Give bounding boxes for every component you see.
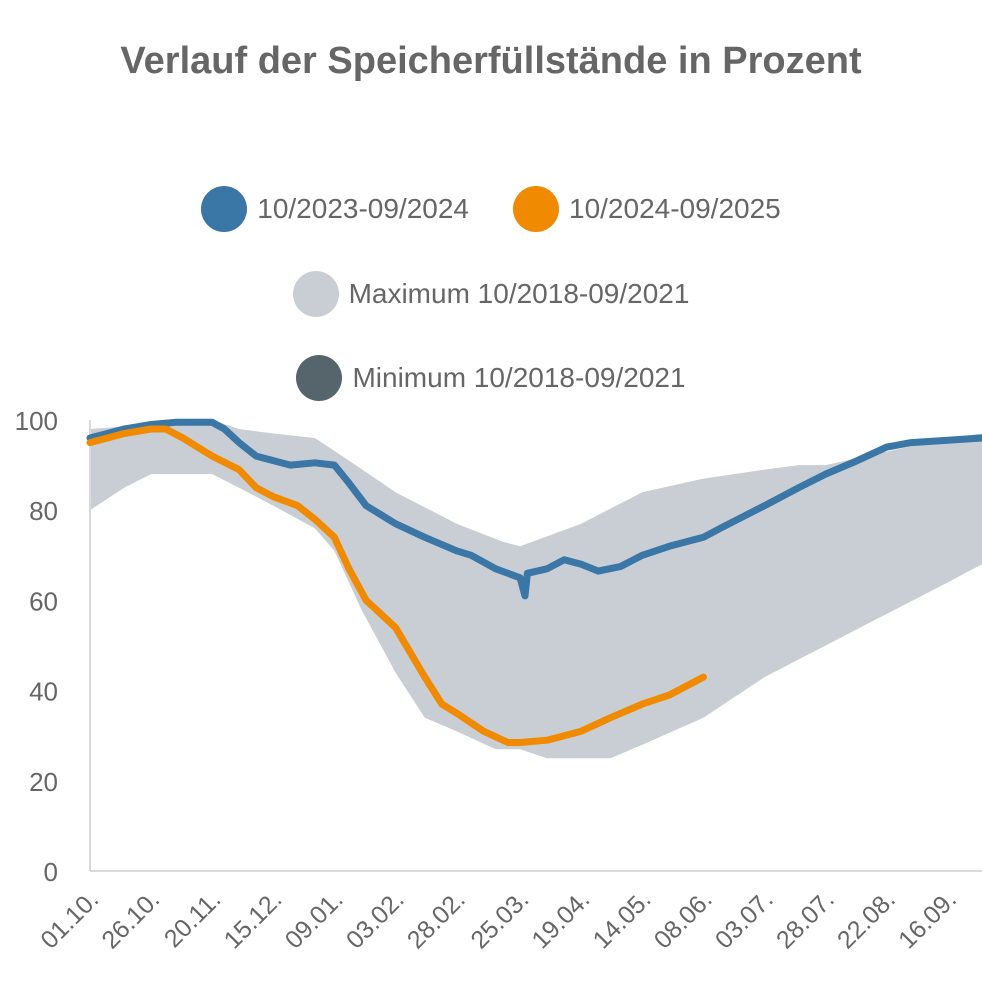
x-tick-label-8: 19.04. xyxy=(526,885,595,954)
y-tick-label-80: 80 xyxy=(29,496,58,526)
x-tick-label-11: 03.07. xyxy=(710,885,779,954)
y-tick-label-20: 20 xyxy=(29,767,58,797)
y-tick-label-40: 40 xyxy=(29,677,58,707)
x-tick-label-3: 15.12. xyxy=(219,885,288,954)
x-tick-label-13: 22.08. xyxy=(832,885,901,954)
y-tick-labels: 0 20 40 60 80 100 xyxy=(15,406,58,887)
x-tick-label-4: 09.01. xyxy=(280,885,349,954)
x-tick-label-9: 14.05. xyxy=(588,885,657,954)
x-tick-label-12: 28.07. xyxy=(771,885,840,954)
y-tick-label-0: 0 xyxy=(44,857,58,887)
x-tick-label-6: 28.02. xyxy=(402,885,471,954)
x-tick-label-7: 25.03. xyxy=(465,885,534,954)
x-tick-label-0: 01.10. xyxy=(35,885,104,954)
x-tick-label-5: 03.02. xyxy=(341,885,410,954)
x-tick-label-2: 20.11. xyxy=(159,885,227,953)
min-max-band xyxy=(90,420,982,758)
y-tick-label-60: 60 xyxy=(29,586,58,616)
x-tick-label-1: 26.10. xyxy=(96,885,165,954)
x-tick-label-14: 16.09. xyxy=(893,885,962,954)
x-tick-label-10: 08.06. xyxy=(649,885,718,954)
band-layer xyxy=(90,420,982,758)
x-tick-labels: 01.10.26.10.20.11.15.12.09.01.03.02.28.0… xyxy=(35,885,962,954)
y-tick-label-100: 100 xyxy=(15,406,58,436)
